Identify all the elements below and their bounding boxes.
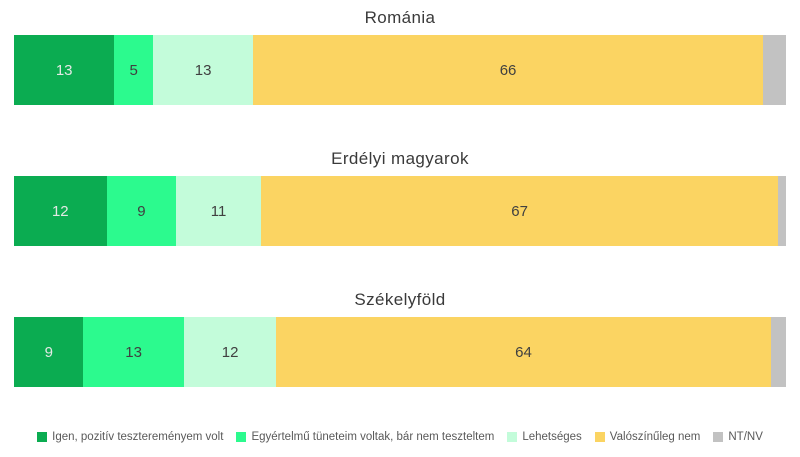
segment-value-label: 13 [125, 343, 142, 361]
segment-value-label: 9 [44, 343, 53, 361]
bar-segment: 12 [183, 317, 277, 387]
legend-item: Lehetséges [507, 431, 582, 443]
legend-swatch-icon [713, 432, 724, 442]
legend-item: Igen, pozitív tesztereményem volt [37, 431, 223, 443]
segment-value-label: 9 [137, 202, 146, 220]
segment-value-label: 64 [515, 343, 532, 361]
segment-value-label: 66 [499, 61, 517, 79]
chart-title: Székelyföld [354, 290, 446, 309]
bar-segment: 11 [176, 176, 261, 246]
stacked-bar: 9 13 12 64 [14, 317, 786, 387]
legend-label: Egyértelmű tüneteim voltak, bár nem tesz… [251, 431, 495, 443]
bar-segment [778, 176, 786, 246]
legend-label: Igen, pozitív tesztereményem volt [52, 431, 224, 443]
bar-segment [762, 35, 786, 105]
stacked-bar: 13 5 13 66 [14, 35, 786, 105]
bar-segment: 9 [106, 176, 177, 246]
legend-label: NT/NV [728, 431, 763, 443]
legend-item: Egyértelmű tüneteim voltak, bár nem tesz… [236, 431, 494, 443]
stacked-bar: 12 9 11 67 [14, 176, 786, 246]
chart-title: Erdélyi magyarok [331, 149, 469, 168]
legend-swatch-icon [594, 432, 605, 442]
bar-segment: 67 [261, 176, 779, 246]
chart-group-erdelyi-magyarok: Erdélyi magyarok 12 9 11 67 [14, 149, 786, 246]
bar-segment: 64 [276, 317, 771, 387]
legend-item: Valószínűleg nem [594, 431, 701, 443]
bar-segment: 9 [14, 317, 84, 387]
legend-swatch-icon [37, 432, 48, 442]
bar-segment: 5 [114, 35, 153, 105]
bar-segment [770, 317, 786, 387]
legend: Igen, pozitív tesztereményem volt Egyérte… [14, 431, 786, 443]
bar-segment: 66 [253, 35, 763, 105]
segment-value-label: 5 [129, 61, 138, 79]
legend-swatch-icon [507, 432, 518, 442]
segment-value-label: 11 [210, 202, 227, 220]
bar-segment: 12 [14, 176, 107, 246]
segment-value-label: 13 [55, 61, 73, 79]
segment-value-label: 67 [511, 202, 528, 220]
bar-segment: 13 [14, 35, 115, 105]
chart-group-romania: Románia 13 5 13 66 [14, 8, 786, 105]
bar-segment: 13 [152, 35, 254, 105]
segment-value-label: 12 [221, 343, 239, 361]
legend-item: NT/NV [713, 431, 763, 443]
bar-segment: 13 [83, 317, 184, 387]
chart-title: Románia [364, 8, 436, 27]
legend-label: Lehetséges [522, 431, 582, 443]
legend-label: Valószínűleg nem [609, 431, 701, 443]
segment-value-label: 13 [194, 61, 212, 79]
segment-value-label: 12 [51, 202, 69, 220]
legend-swatch-icon [236, 432, 247, 442]
chart-group-szekelyfold: Székelyföld 9 13 12 64 [14, 290, 786, 387]
